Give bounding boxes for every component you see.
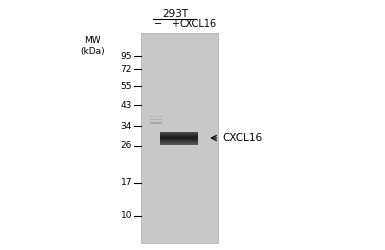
Bar bbox=[160, 137, 198, 138]
Text: 10: 10 bbox=[121, 211, 132, 220]
Text: CXCL16: CXCL16 bbox=[223, 133, 263, 143]
Bar bbox=[160, 134, 198, 135]
Bar bbox=[160, 142, 198, 143]
Text: 72: 72 bbox=[121, 64, 132, 74]
Text: −: − bbox=[154, 19, 162, 29]
Text: MW
(kDa): MW (kDa) bbox=[80, 36, 105, 56]
Text: 17: 17 bbox=[121, 178, 132, 187]
Text: 293T: 293T bbox=[162, 9, 188, 19]
Bar bbox=[150, 122, 162, 124]
Text: 34: 34 bbox=[121, 122, 132, 131]
Bar bbox=[160, 139, 198, 140]
Bar bbox=[160, 136, 198, 137]
Bar bbox=[160, 138, 198, 139]
Text: 26: 26 bbox=[121, 141, 132, 150]
Text: 43: 43 bbox=[121, 100, 132, 110]
Bar bbox=[150, 116, 162, 117]
Text: 95: 95 bbox=[121, 52, 132, 61]
Bar bbox=[160, 135, 198, 136]
Bar bbox=[160, 141, 198, 142]
Text: CXCL16: CXCL16 bbox=[180, 19, 217, 29]
Bar bbox=[141, 32, 218, 242]
Bar bbox=[160, 143, 198, 144]
Text: 55: 55 bbox=[121, 82, 132, 91]
Bar bbox=[160, 140, 198, 141]
Text: +: + bbox=[171, 19, 179, 29]
Bar bbox=[160, 133, 198, 134]
Bar bbox=[160, 132, 198, 133]
Bar bbox=[150, 118, 162, 120]
